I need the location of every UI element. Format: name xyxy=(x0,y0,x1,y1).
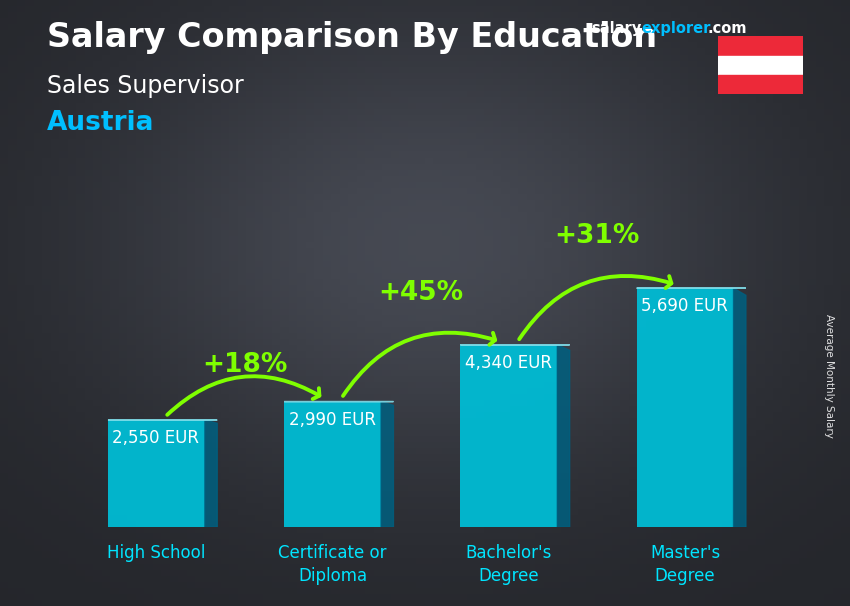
Bar xyxy=(461,345,558,527)
Text: Sales Supervisor: Sales Supervisor xyxy=(47,74,243,98)
Text: 2,990 EUR: 2,990 EUR xyxy=(289,411,376,429)
Text: +45%: +45% xyxy=(378,280,463,306)
Text: +18%: +18% xyxy=(201,352,287,378)
Polygon shape xyxy=(734,288,746,527)
Text: salary: salary xyxy=(591,21,641,36)
Text: 5,690 EUR: 5,690 EUR xyxy=(641,297,728,315)
Text: 2,550 EUR: 2,550 EUR xyxy=(112,429,200,447)
Bar xyxy=(284,402,381,527)
Bar xyxy=(718,56,803,75)
Bar xyxy=(718,75,803,94)
Bar xyxy=(108,420,205,527)
Text: .com: .com xyxy=(707,21,746,36)
Text: 4,340 EUR: 4,340 EUR xyxy=(465,354,552,372)
Polygon shape xyxy=(205,420,218,527)
Text: Salary Comparison By Education: Salary Comparison By Education xyxy=(47,21,657,54)
Polygon shape xyxy=(558,345,570,527)
Text: +31%: +31% xyxy=(554,223,640,249)
Polygon shape xyxy=(381,402,394,527)
Bar xyxy=(718,36,803,56)
Text: Average Monthly Salary: Average Monthly Salary xyxy=(824,314,834,438)
Text: explorer: explorer xyxy=(642,21,711,36)
Bar xyxy=(637,288,734,527)
Text: Austria: Austria xyxy=(47,110,154,136)
